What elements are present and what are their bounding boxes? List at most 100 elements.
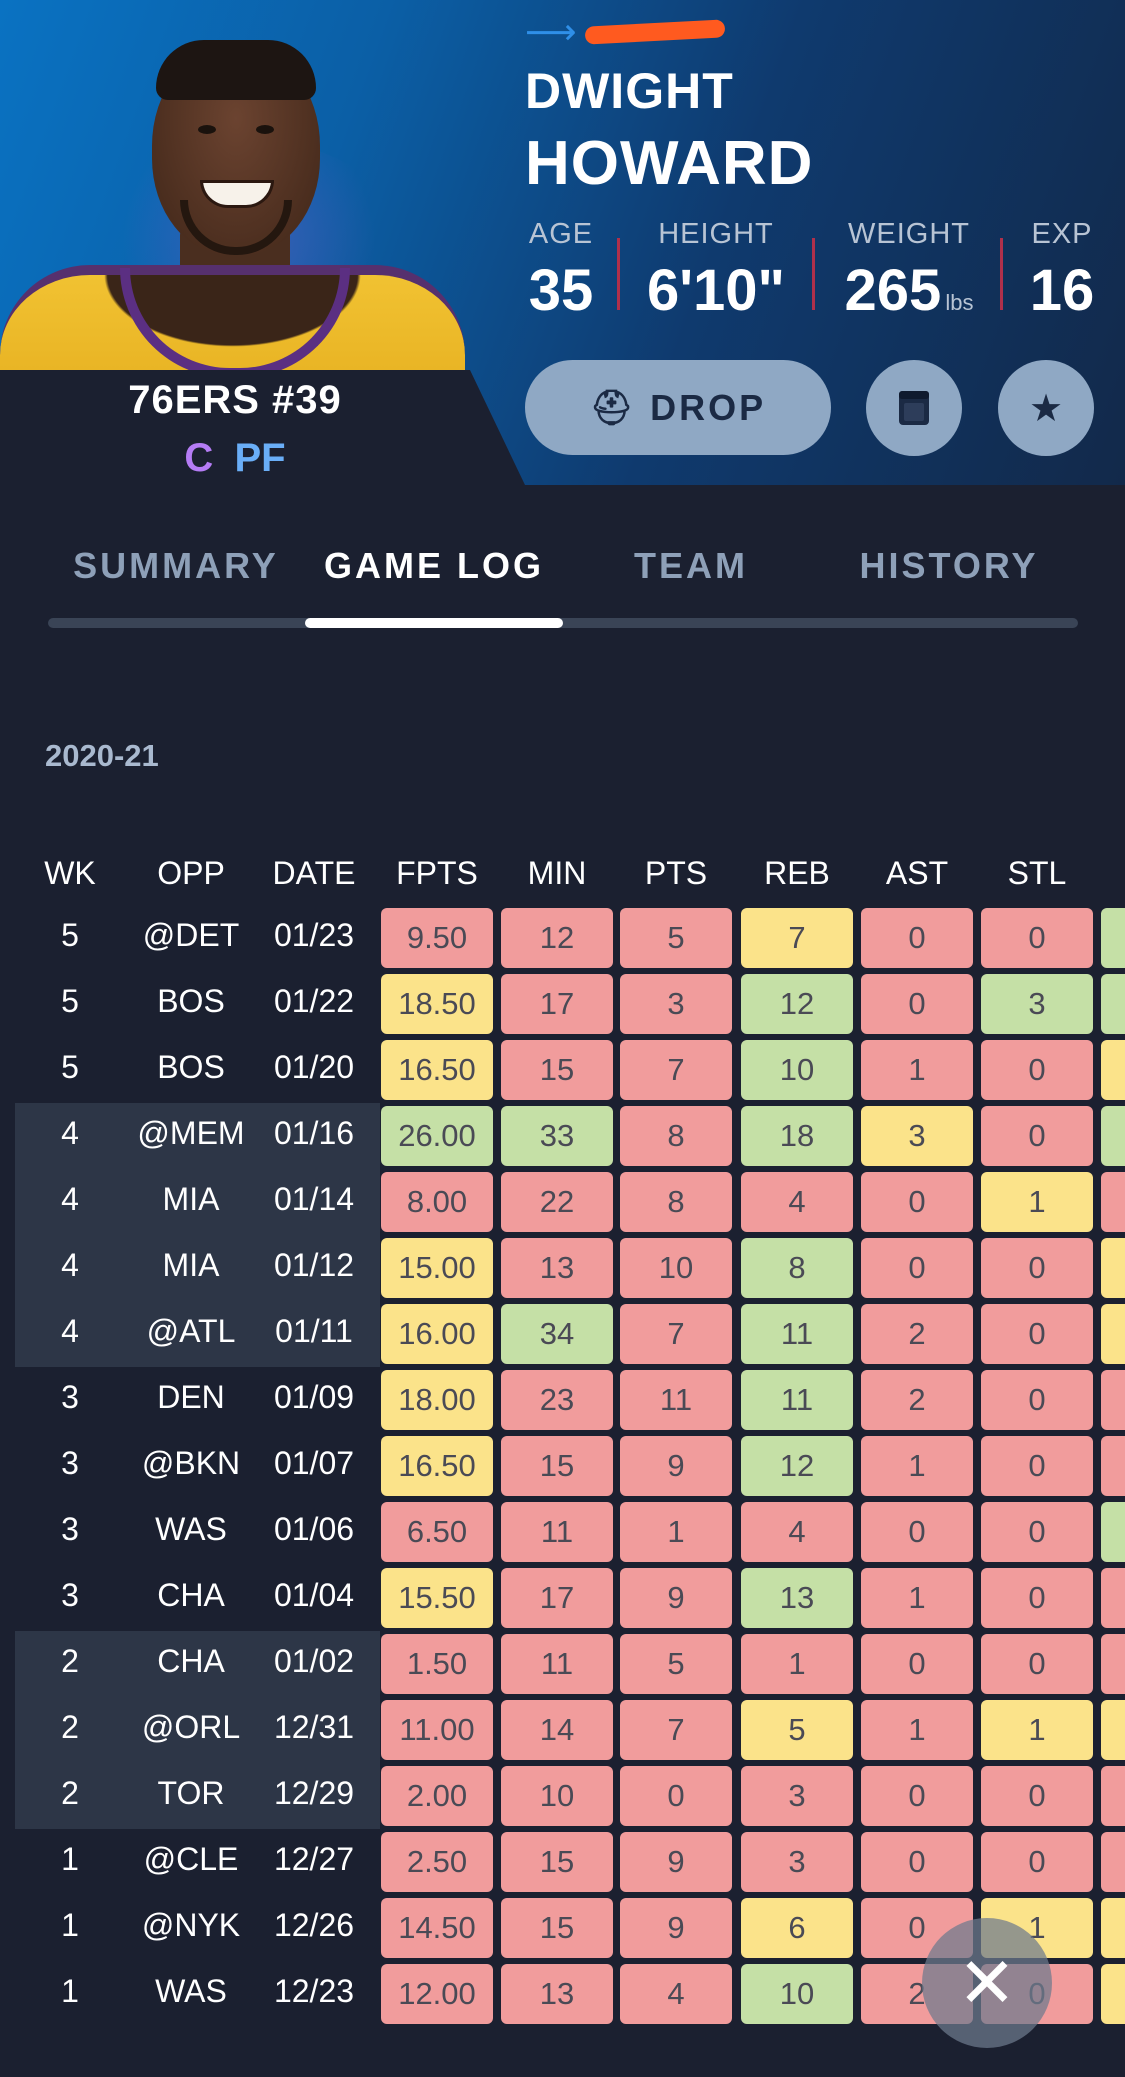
cell-date: 12/27 bbox=[273, 1841, 355, 1877]
cell-stl: 0 bbox=[981, 1436, 1093, 1496]
week-highlight-band bbox=[15, 1103, 380, 1169]
column-header-stl[interactable]: STL bbox=[1007, 855, 1067, 891]
news-link[interactable]: ⟶ bbox=[525, 14, 725, 50]
cell-stl: 0 bbox=[981, 1106, 1093, 1166]
cell-wk: 4 bbox=[61, 1313, 79, 1349]
column-header-min[interactable]: MIN bbox=[527, 855, 587, 891]
column-header-pts[interactable]: PTS bbox=[644, 855, 708, 891]
column-header-wk[interactable]: WK bbox=[44, 855, 96, 891]
cell-stl: 0 bbox=[981, 1832, 1093, 1892]
cell-offscreen bbox=[1101, 1436, 1125, 1496]
cell-reb: 10 bbox=[741, 1964, 853, 2024]
note-button[interactable] bbox=[866, 360, 962, 456]
cell-date: 01/12 bbox=[273, 1247, 355, 1283]
column-header-ast[interactable]: AST bbox=[885, 855, 949, 891]
bio-exp: EXP 16 bbox=[1022, 218, 1102, 324]
cell-date: 01/02 bbox=[273, 1643, 355, 1679]
table-row[interactable]: 2 @ORL 12/31 11.00 14 7 5 1 1 bbox=[0, 1697, 1125, 1763]
table-row[interactable]: 2 TOR 12/29 2.00 10 0 3 0 0 bbox=[0, 1763, 1125, 1829]
cell-fpts: 18.00 bbox=[381, 1370, 493, 1430]
table-row[interactable]: 3 CHA 01/04 15.50 17 9 13 1 0 bbox=[0, 1565, 1125, 1631]
cell-reb: 7 bbox=[741, 908, 853, 968]
cell-date: 01/04 bbox=[273, 1577, 355, 1613]
cell-min: 11 bbox=[501, 1634, 613, 1694]
table-row[interactable]: 4 MIA 01/14 8.00 22 8 4 0 1 bbox=[0, 1169, 1125, 1235]
week-highlight-band bbox=[15, 1763, 380, 1829]
cell-stl: 0 bbox=[981, 1766, 1093, 1826]
bio-height-value: 6'10" bbox=[646, 258, 786, 323]
cell-reb: 6 bbox=[741, 1898, 853, 1958]
cell-opp: WAS bbox=[155, 1511, 227, 1547]
cell-opp: @CLE bbox=[143, 1841, 239, 1877]
cell-pts: 8 bbox=[620, 1106, 732, 1166]
table-row[interactable]: 4 @MEM 01/16 26.00 33 8 18 3 0 bbox=[0, 1103, 1125, 1169]
cell-date: 01/11 bbox=[275, 1313, 353, 1349]
column-header-opp[interactable]: OPP bbox=[157, 855, 225, 891]
position-pf: PF bbox=[234, 436, 286, 480]
column-header-fpts[interactable]: FPTS bbox=[396, 855, 478, 891]
cell-pts: 7 bbox=[620, 1304, 732, 1364]
cell-offscreen bbox=[1101, 1304, 1125, 1364]
tab-team[interactable]: TEAM bbox=[634, 545, 748, 586]
cell-min: 13 bbox=[501, 1964, 613, 2024]
table-header: WK OPP DATE FPTS MIN PTS REB AST STL bbox=[0, 845, 1125, 900]
table-row[interactable]: 3 DEN 01/09 18.00 23 11 11 2 0 bbox=[0, 1367, 1125, 1433]
cell-wk: 3 bbox=[61, 1379, 79, 1415]
cell-fpts: 18.50 bbox=[381, 974, 493, 1034]
column-header-date[interactable]: DATE bbox=[272, 855, 356, 891]
cell-wk: 3 bbox=[61, 1445, 79, 1481]
cell-min: 14 bbox=[501, 1700, 613, 1760]
cell-pts: 11 bbox=[620, 1370, 732, 1430]
cell-wk: 2 bbox=[61, 1775, 79, 1811]
cell-ast: 0 bbox=[861, 1502, 973, 1562]
table-row[interactable]: 2 CHA 01/02 1.50 11 5 1 0 0 bbox=[0, 1631, 1125, 1697]
cell-reb: 11 bbox=[741, 1304, 853, 1364]
table-row[interactable]: 5 BOS 01/20 16.50 15 7 10 1 0 bbox=[0, 1037, 1125, 1103]
cell-wk: 5 bbox=[61, 983, 79, 1019]
cell-reb: 3 bbox=[741, 1832, 853, 1892]
cell-fpts: 6.50 bbox=[381, 1502, 493, 1562]
cell-opp: CHA bbox=[157, 1577, 225, 1613]
drop-label: DROP bbox=[650, 386, 767, 428]
table-row[interactable]: 5 BOS 01/22 18.50 17 3 12 0 3 bbox=[0, 971, 1125, 1037]
cell-fpts: 12.00 bbox=[381, 1964, 493, 2024]
cell-min: 34 bbox=[501, 1304, 613, 1364]
cell-date: 12/31 bbox=[273, 1709, 355, 1745]
positions: C PF bbox=[0, 436, 470, 481]
tab-history[interactable]: HISTORY bbox=[859, 545, 1039, 586]
table-row[interactable]: 1 @CLE 12/27 2.50 15 9 3 0 0 bbox=[0, 1829, 1125, 1895]
bio-weight-unit: lbs bbox=[945, 290, 974, 315]
week-highlight-band bbox=[15, 1235, 380, 1301]
column-header-reb[interactable]: REB bbox=[764, 855, 830, 891]
cell-ast: 0 bbox=[861, 974, 973, 1034]
close-button[interactable]: ✕ bbox=[922, 1918, 1052, 2048]
cell-fpts: 2.00 bbox=[381, 1766, 493, 1826]
cell-pts: 4 bbox=[620, 1964, 732, 2024]
table-row[interactable]: 3 @BKN 01/07 16.50 15 9 12 1 0 bbox=[0, 1433, 1125, 1499]
cell-opp: MIA bbox=[162, 1181, 220, 1217]
drop-button[interactable]: ⛑ DROP bbox=[525, 360, 831, 455]
table-row[interactable]: 4 @ATL 01/11 16.00 34 7 11 2 0 bbox=[0, 1301, 1125, 1367]
table-row[interactable]: 4 MIA 01/12 15.00 13 10 8 0 0 bbox=[0, 1235, 1125, 1301]
cell-opp: @BKN bbox=[141, 1445, 241, 1481]
tab-game-log[interactable]: GAME LOG bbox=[324, 545, 544, 586]
cell-pts: 5 bbox=[620, 908, 732, 968]
table-row[interactable]: 3 WAS 01/06 6.50 11 1 4 0 0 bbox=[0, 1499, 1125, 1565]
cell-offscreen bbox=[1101, 1964, 1125, 2024]
cell-opp: CHA bbox=[157, 1643, 225, 1679]
cell-offscreen bbox=[1101, 974, 1125, 1034]
cell-opp: DEN bbox=[157, 1379, 225, 1415]
bio-weight-value: 265 lbs bbox=[844, 258, 974, 323]
cell-min: 15 bbox=[501, 1436, 613, 1496]
close-icon: ✕ bbox=[957, 1944, 1017, 2022]
cell-reb: 13 bbox=[741, 1568, 853, 1628]
cell-ast: 1 bbox=[861, 1568, 973, 1628]
tab-summary[interactable]: SUMMARY bbox=[73, 545, 279, 586]
cell-stl: 0 bbox=[981, 1502, 1093, 1562]
cell-date: 12/29 bbox=[273, 1775, 355, 1811]
table-row[interactable]: 5 @DET 01/23 9.50 12 5 7 0 0 bbox=[0, 905, 1125, 971]
week-highlight-band bbox=[15, 1169, 380, 1235]
favorite-button[interactable]: ★ bbox=[998, 360, 1094, 456]
bio-height: HEIGHT 6'10" bbox=[640, 218, 792, 324]
cell-min: 13 bbox=[501, 1238, 613, 1298]
